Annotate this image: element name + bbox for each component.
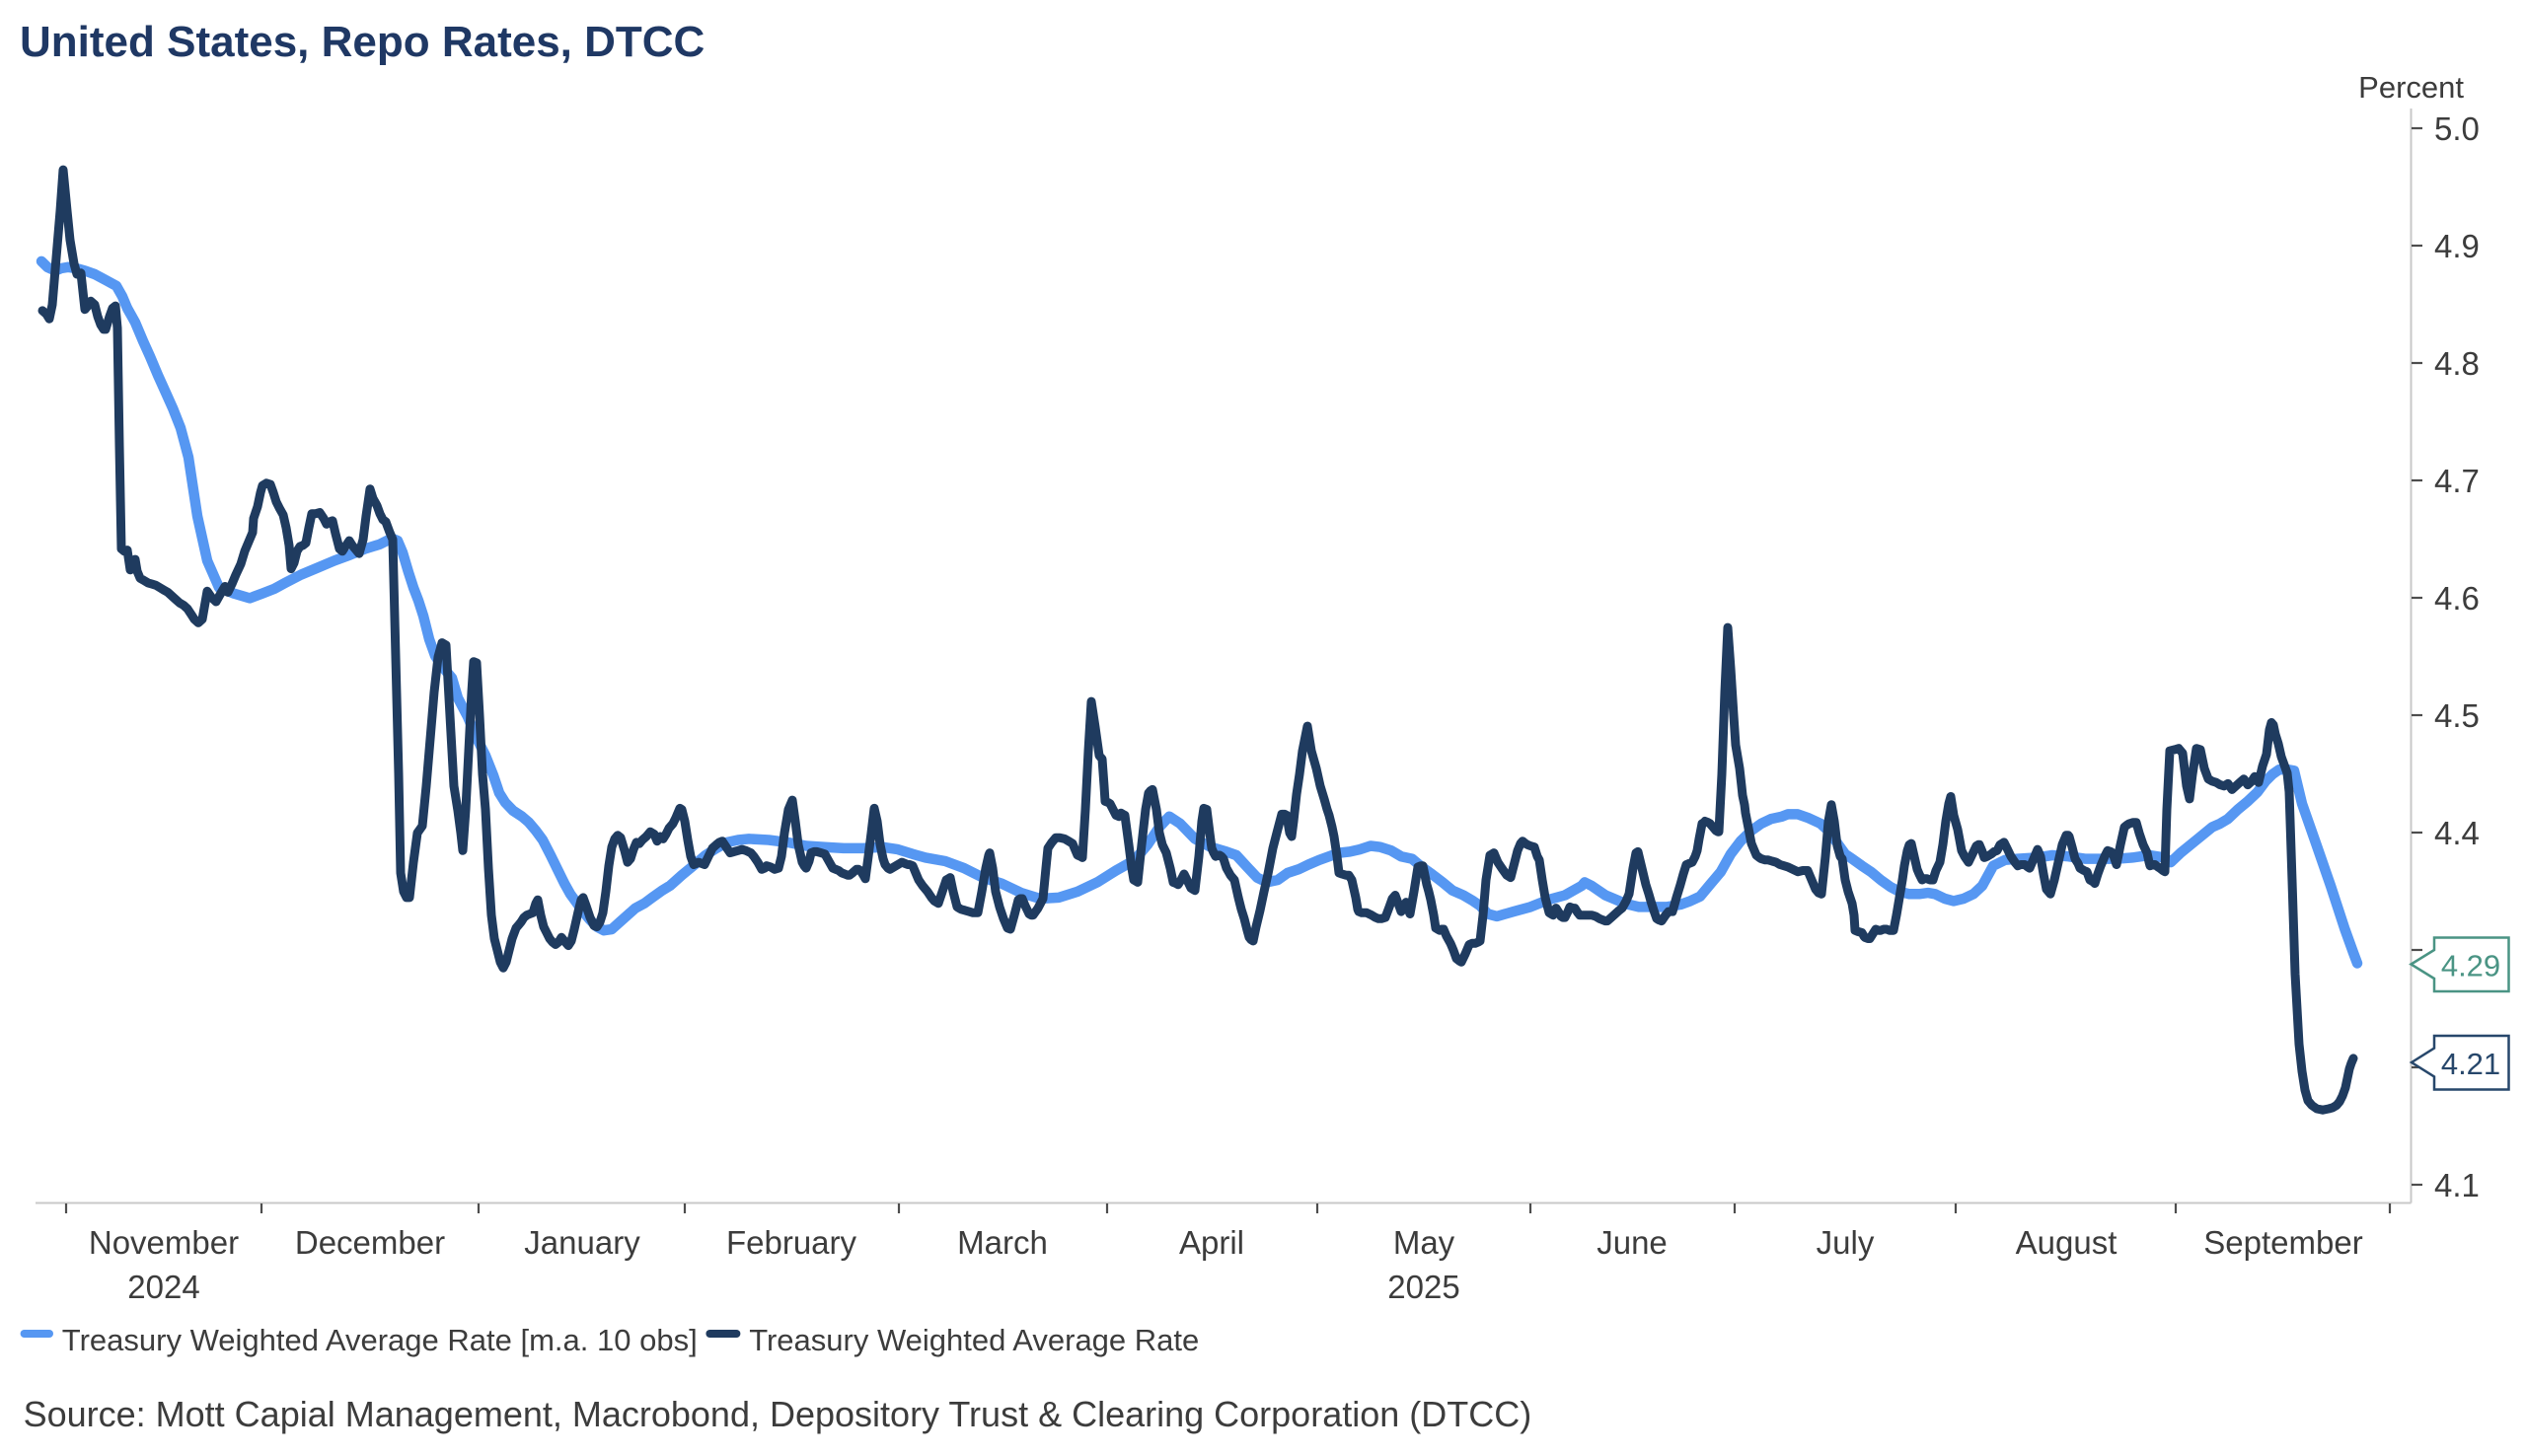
svg-text:4.8: 4.8 (2434, 345, 2480, 382)
svg-text:August: August (2016, 1224, 2117, 1261)
svg-text:4.7: 4.7 (2434, 463, 2480, 499)
svg-text:February: February (726, 1224, 857, 1261)
svg-text:March: March (957, 1224, 1048, 1261)
svg-text:May: May (1393, 1224, 1455, 1261)
svg-text:4.4: 4.4 (2434, 815, 2480, 851)
svg-text:5.0: 5.0 (2434, 110, 2480, 147)
svg-text:December: December (295, 1224, 445, 1261)
svg-text:4.1: 4.1 (2434, 1167, 2480, 1203)
svg-text:November: November (89, 1224, 239, 1261)
svg-text:4.6: 4.6 (2434, 580, 2480, 617)
svg-text:July: July (1817, 1224, 1875, 1261)
svg-text:2025: 2025 (1387, 1269, 1459, 1305)
svg-text:Percent: Percent (2358, 70, 2464, 105)
svg-text:April: April (1179, 1224, 1244, 1261)
svg-text:4.9: 4.9 (2434, 228, 2480, 264)
svg-text:June: June (1597, 1224, 1668, 1261)
svg-text:Treasury Weighted Average Rate: Treasury Weighted Average Rate [m.a. 10 … (62, 1323, 698, 1357)
svg-text:4.21: 4.21 (2441, 1047, 2500, 1081)
svg-text:United States, Repo Rates, DTC: United States, Repo Rates, DTCC (20, 18, 705, 66)
svg-text:4.5: 4.5 (2434, 697, 2480, 734)
svg-text:Source: Mott Capial Management: Source: Mott Capial Management, Macrobon… (24, 1394, 1532, 1434)
svg-text:Treasury Weighted Average Rate: Treasury Weighted Average Rate (749, 1323, 1199, 1357)
svg-text:2024: 2024 (127, 1269, 199, 1305)
svg-text:4.29: 4.29 (2441, 949, 2500, 983)
svg-text:January: January (524, 1224, 640, 1261)
svg-text:September: September (2203, 1224, 2362, 1261)
